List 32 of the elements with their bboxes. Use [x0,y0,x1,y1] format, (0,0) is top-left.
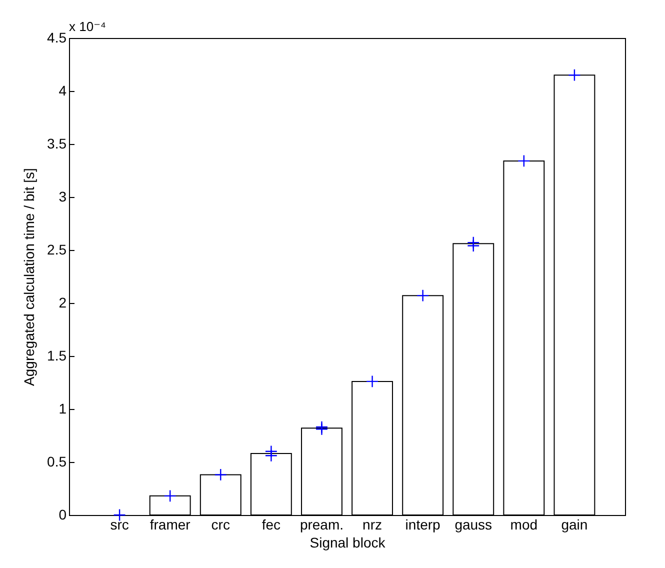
bar [352,380,393,516]
x-axis-title: Signal block [310,534,386,550]
x-tick-label: framer [150,516,191,532]
y-tick-label: 0.5 [47,454,67,470]
x-tick-label: pream. [300,516,344,532]
y-tick-label: 4 [58,82,67,98]
bar [503,160,545,516]
bar [301,428,342,516]
y-tick-label: 1 [58,400,67,416]
x-tick-label: crc [211,516,230,532]
y-tick-label: 1.5 [47,348,67,364]
bar [402,295,444,516]
y-tick-label: 4.5 [47,30,67,46]
x-tick-label: gain [561,516,588,532]
x-tick-label: nrz [362,516,382,532]
x-tick-label: mod [510,516,538,532]
y-tick-label: 2.5 [47,242,67,258]
bar [200,474,242,516]
x-tick-label: gauss [454,516,492,532]
y-axis-title: Aggregated calculation time / bit [s] [21,168,38,386]
y-tick-label: 0 [58,506,67,522]
x-tick-label: interp [405,516,441,532]
text: x 10⁻⁴ [69,19,106,34]
bar [250,453,292,516]
x-tick-label: src [110,516,129,532]
bar [452,243,494,516]
y-tick-label: 3 [58,188,67,204]
y-tick-label: 2 [58,294,67,310]
bar [149,495,191,516]
x-tick-label: fec [262,516,281,532]
bar [554,74,596,516]
y-tick-label: 3.5 [47,136,67,152]
